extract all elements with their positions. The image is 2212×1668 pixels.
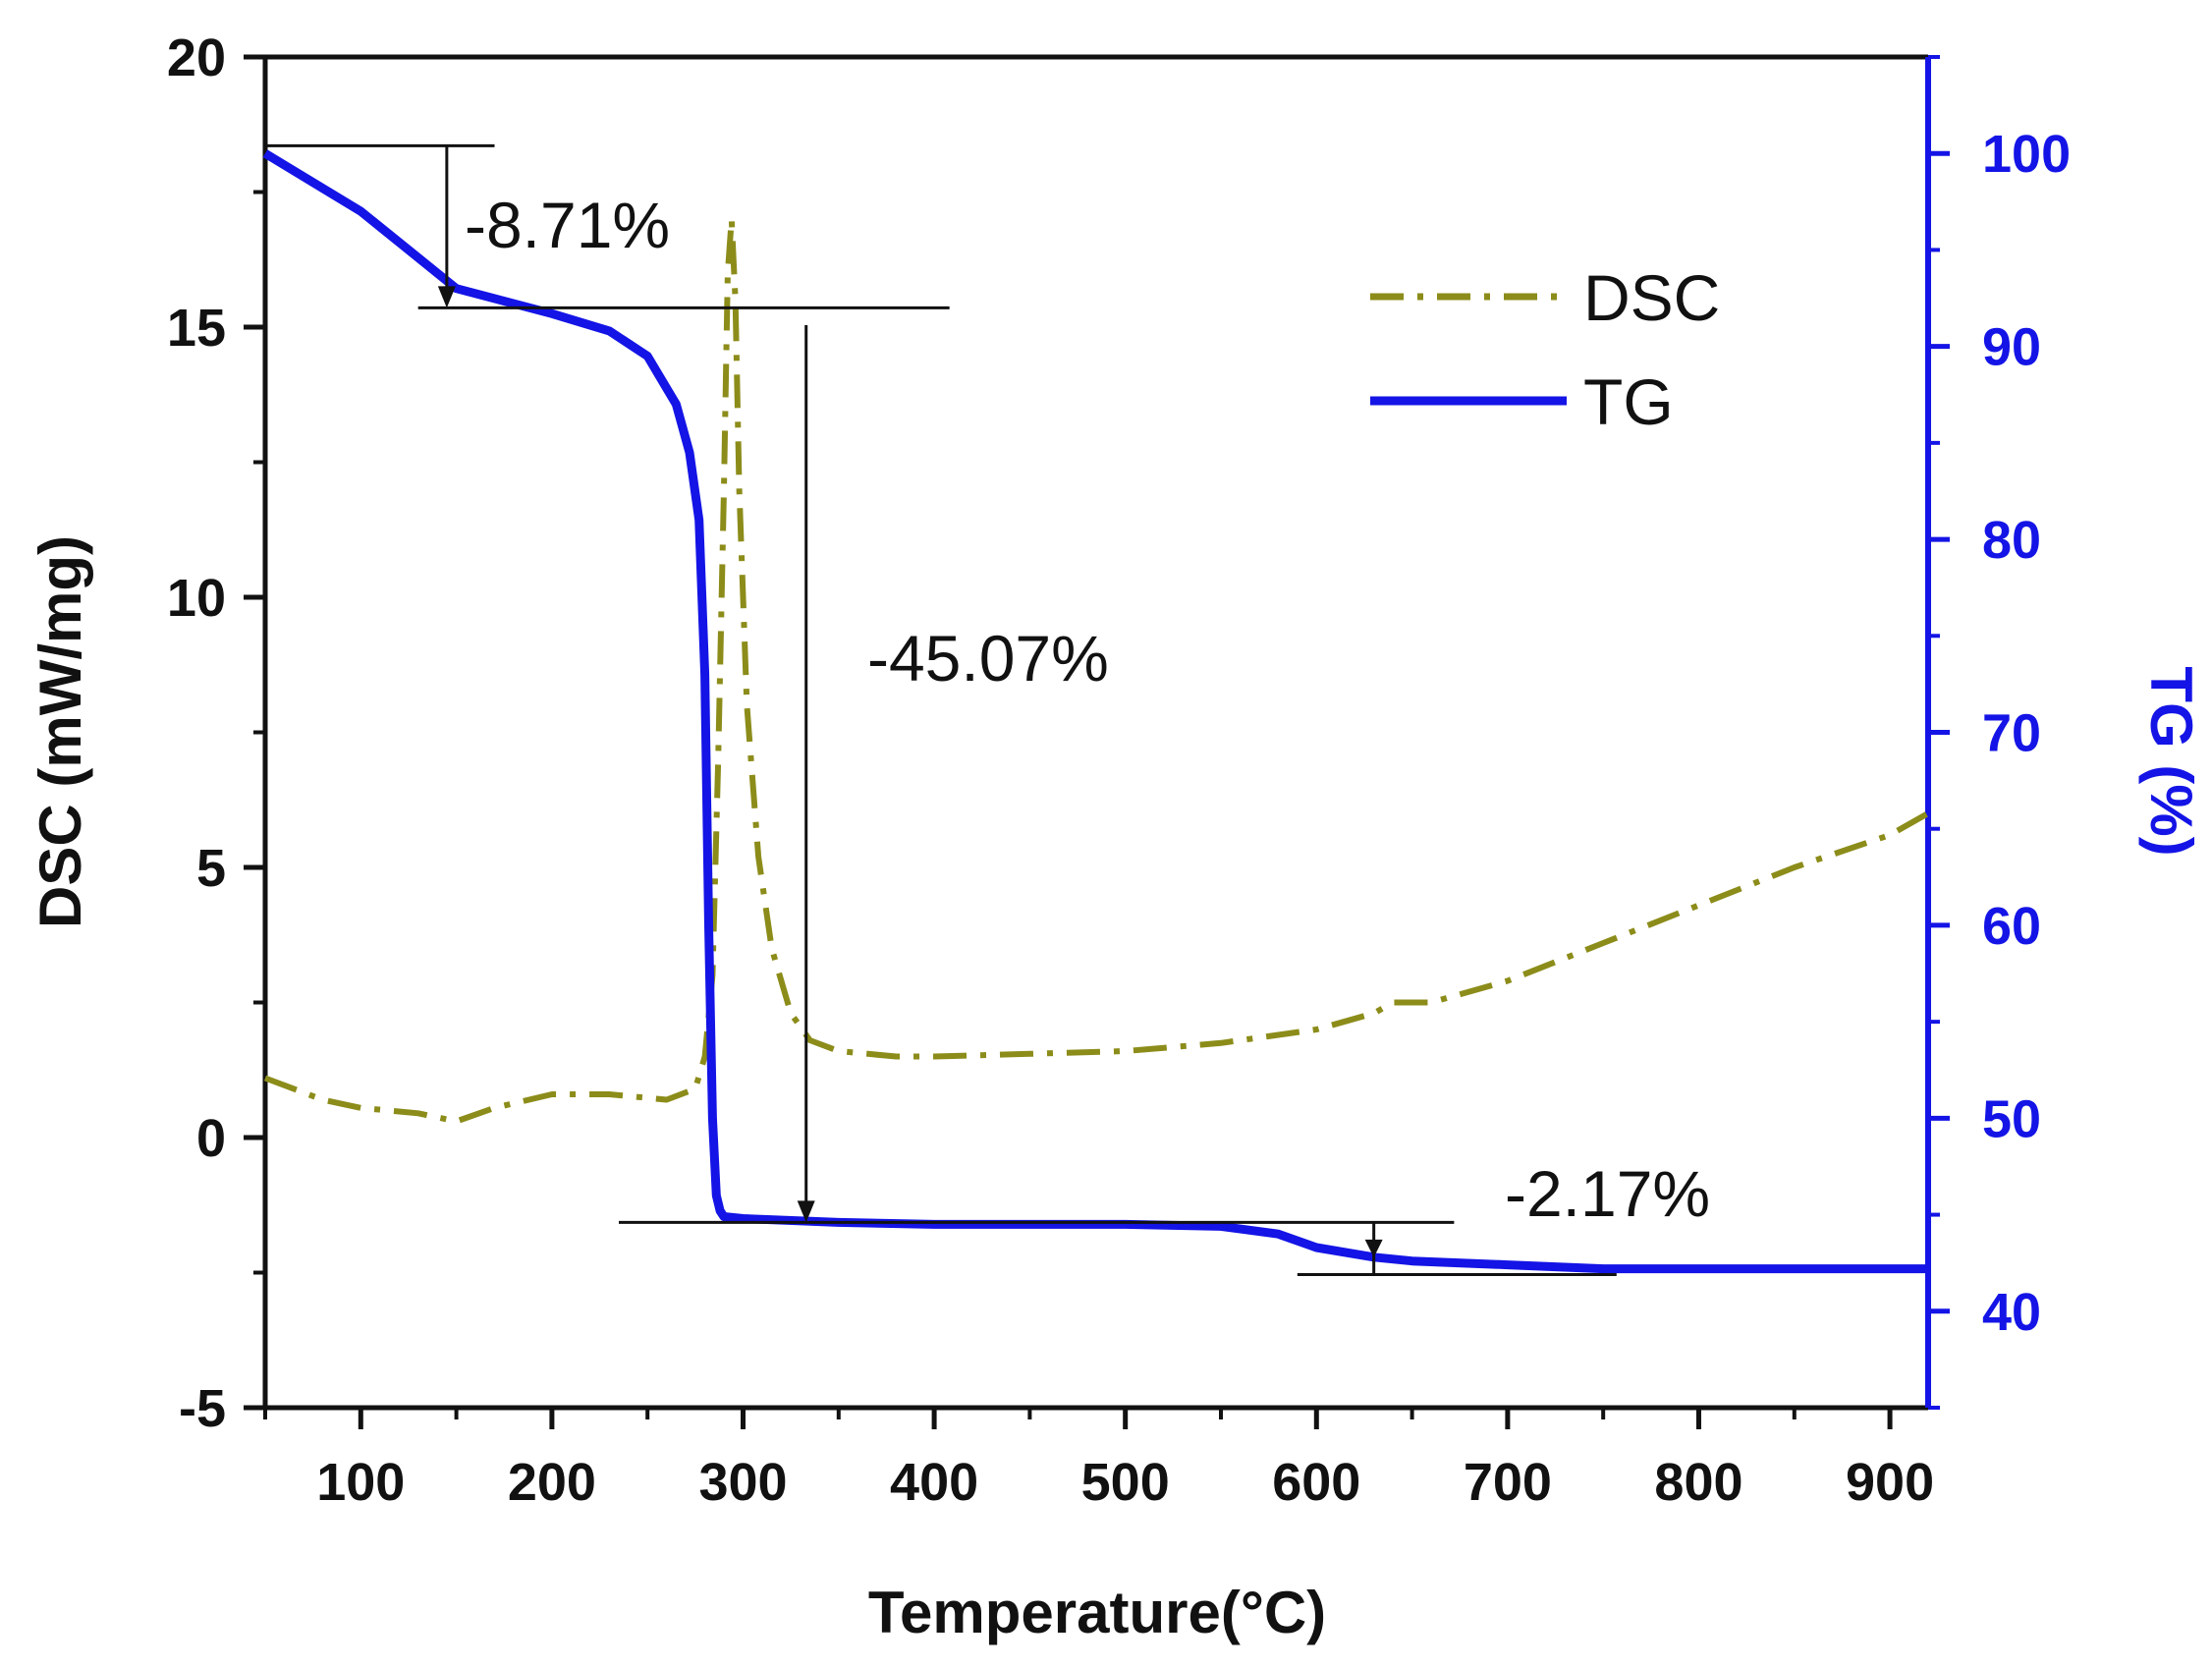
left-axis-ticks: -5 0 5 10 15 20 bbox=[167, 28, 265, 1438]
left-tick-label: 5 bbox=[196, 839, 226, 898]
annotation-arrow-head bbox=[1364, 1239, 1383, 1257]
right-tick-label: 60 bbox=[1982, 897, 2041, 956]
bottom-tick-label: 400 bbox=[890, 1453, 978, 1512]
right-tick-label: 90 bbox=[1982, 318, 2041, 377]
left-tick-label: 0 bbox=[196, 1109, 226, 1168]
right-tick-label: 40 bbox=[1982, 1283, 2041, 1342]
left-tick-label: 10 bbox=[167, 569, 226, 628]
right-tick-label: 80 bbox=[1982, 511, 2041, 570]
annotation-label-3: -2.17% bbox=[1505, 1157, 1710, 1230]
annotation-label-2: -45.07% bbox=[867, 622, 1109, 695]
bottom-axis-ticks: 100 200 300 400 500 600 700 800 900 bbox=[263, 1408, 1934, 1512]
x-axis-title: Temperature(°C) bbox=[868, 1580, 1326, 1645]
bottom-tick-label: 300 bbox=[698, 1453, 787, 1512]
bottom-tick-label: 100 bbox=[316, 1453, 405, 1512]
legend-dsc-label: DSC bbox=[1583, 261, 1720, 334]
bottom-tick-label: 600 bbox=[1272, 1453, 1360, 1512]
left-tick-label: 15 bbox=[167, 299, 226, 358]
left-tick-label: -5 bbox=[179, 1379, 226, 1438]
left-axis-title: DSC (mW/mg) bbox=[28, 535, 93, 928]
left-tick-label: 20 bbox=[167, 28, 226, 87]
annotation-arrow-head bbox=[437, 286, 456, 308]
bottom-tick-label: 200 bbox=[508, 1453, 596, 1512]
dsc-series-line bbox=[263, 216, 1930, 1125]
annotation-marks bbox=[265, 143, 1617, 1276]
annotation-arrow-head bbox=[797, 1200, 815, 1223]
right-tick-label: 70 bbox=[1982, 704, 2041, 763]
legend-tg-label: TG bbox=[1583, 365, 1674, 438]
right-tick-label: 100 bbox=[1982, 125, 2071, 184]
right-axis-title: TG (%) bbox=[2138, 666, 2204, 856]
tg-series-line bbox=[262, 149, 1928, 1274]
bottom-tick-label: 500 bbox=[1081, 1453, 1170, 1512]
bottom-tick-label: 800 bbox=[1654, 1453, 1742, 1512]
legend: DSC TG bbox=[1370, 261, 1720, 438]
bottom-tick-label: 900 bbox=[1846, 1453, 1934, 1512]
bottom-tick-label: 700 bbox=[1464, 1453, 1552, 1512]
right-tick-label: 50 bbox=[1982, 1089, 2041, 1148]
annotation-label-1: -8.71% bbox=[465, 189, 670, 261]
right-axis-ticks: 40 50 60 70 80 90 100 bbox=[1928, 55, 2071, 1410]
